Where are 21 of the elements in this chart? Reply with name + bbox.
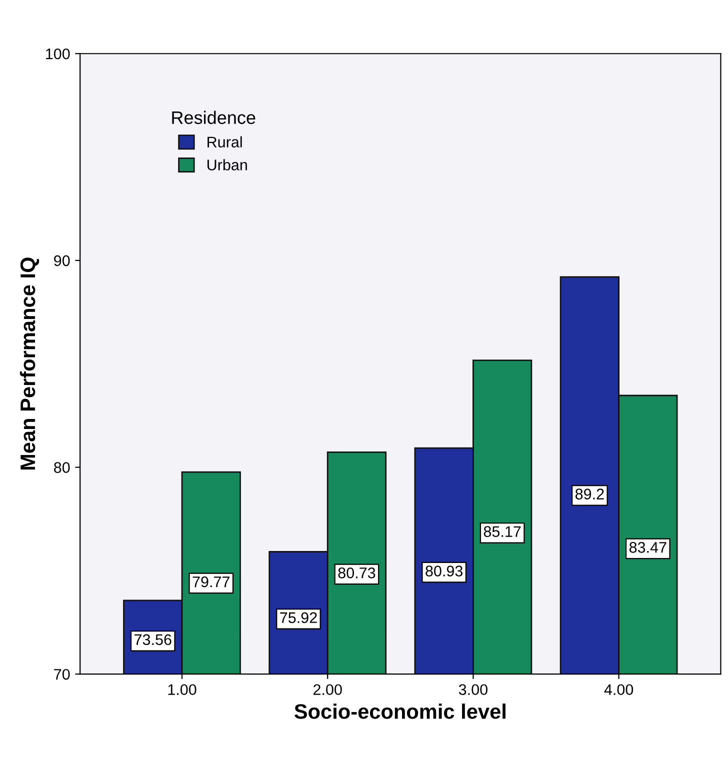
x-tick-label: 2.00	[314, 684, 342, 696]
y-axis-title: Mean Performance IQ	[20, 258, 40, 470]
legend-label: Rural	[208, 136, 242, 148]
x-axis-title: Socio-economic level	[294, 704, 506, 719]
legend-label: Urban	[207, 159, 247, 170]
data-label: 89.2	[575, 488, 604, 500]
data-label: 79.77	[192, 576, 230, 588]
data-label: 80.93	[426, 566, 463, 576]
y-tick-label: 70	[54, 668, 70, 680]
y-tick-label: 90	[54, 255, 70, 266]
data-label: 73.56	[134, 634, 172, 646]
x-tick-label: 4.00	[604, 684, 634, 696]
x-tick-label: 1.00	[168, 684, 196, 696]
y-tick-label: 100	[46, 48, 70, 60]
data-label: 75.92	[280, 612, 317, 624]
data-label: 85.17	[484, 526, 521, 537]
x-tick-label: 3.00	[458, 684, 488, 696]
legend-title: Residence	[172, 110, 256, 124]
data-label: 80.73	[338, 568, 376, 578]
data-label: 83.47	[629, 542, 666, 553]
y-tick-label: 80	[54, 462, 70, 473]
